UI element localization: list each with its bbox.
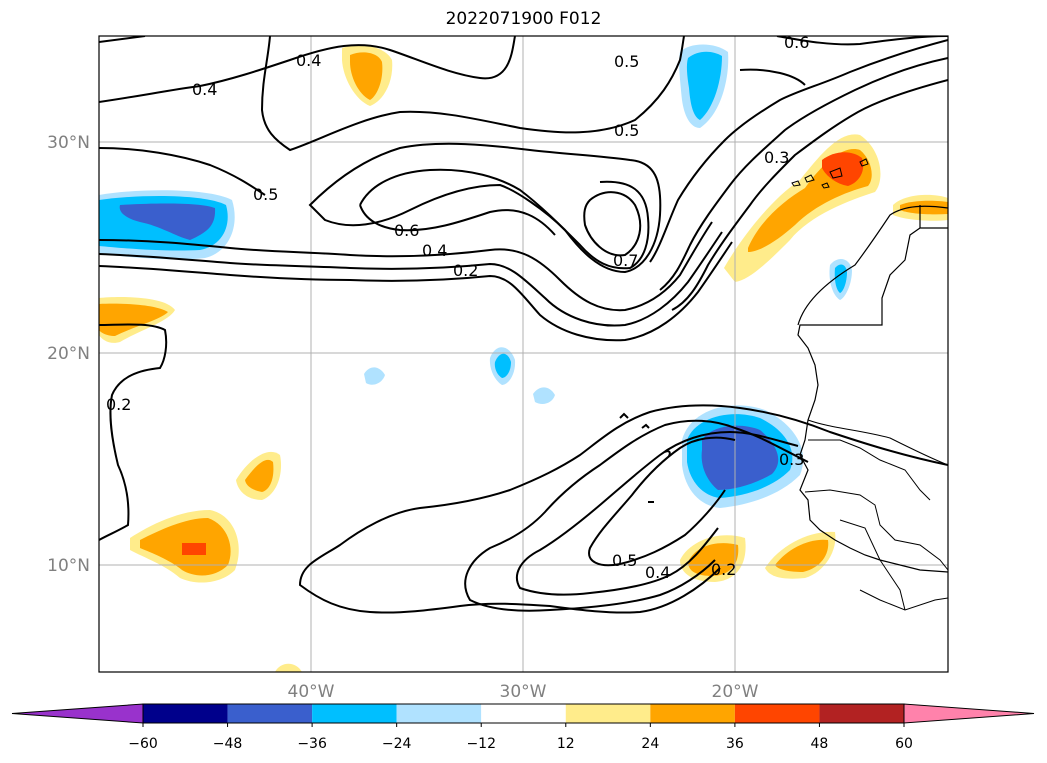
canary-islands bbox=[791, 158, 869, 189]
coastline bbox=[797, 227, 948, 573]
colorbar-tick-label: 60 bbox=[895, 736, 913, 752]
contour-label: 0.4 bbox=[422, 241, 447, 260]
map-title: 2022071900 F012 bbox=[445, 9, 602, 29]
colorbar: −60 −48 −36 −24 −12 12 24 36 48 60 bbox=[11, 703, 1035, 752]
colorbar-tick-label: −36 bbox=[297, 736, 327, 752]
colorbar-segment bbox=[819, 704, 904, 723]
colorbar-tick-label: −12 bbox=[466, 736, 496, 752]
lon-label-40w: 40°W bbox=[288, 682, 335, 702]
contours bbox=[99, 36, 948, 614]
colorbar-segment bbox=[565, 704, 651, 723]
colorbar-tick-label: 12 bbox=[557, 736, 575, 752]
colorbar-extend-high bbox=[903, 703, 1035, 724]
contour-label: 0.2 bbox=[711, 560, 736, 579]
graticule bbox=[99, 36, 948, 672]
lat-label-10n: 10°N bbox=[47, 556, 90, 576]
longitude-labels: 40°W 30°W 20°W bbox=[288, 682, 759, 702]
map-border bbox=[98, 35, 949, 673]
colorbar-border bbox=[142, 703, 905, 724]
contour-label: 0.4 bbox=[296, 51, 321, 70]
contour-label: 0.4 bbox=[192, 80, 217, 99]
contour-label: 0.3 bbox=[779, 450, 804, 469]
colorbar-segment bbox=[227, 704, 313, 723]
country-borders bbox=[804, 419, 948, 611]
contour-label: 0.7 bbox=[613, 251, 638, 270]
colorbar-segment bbox=[650, 704, 735, 723]
shaded-field bbox=[99, 44, 948, 672]
colorbar-tick-label: 36 bbox=[726, 736, 744, 752]
colorbar-segment bbox=[312, 704, 397, 723]
contour-label: 0.2 bbox=[106, 395, 131, 414]
colorbar-segment bbox=[481, 704, 566, 723]
colorbar-segment bbox=[396, 704, 482, 723]
contour-label: 0.4 bbox=[645, 563, 670, 582]
contour-label: 0.3 bbox=[764, 148, 789, 167]
colorbar-tick-label: 48 bbox=[811, 736, 829, 752]
colorbar-tick-label: −60 bbox=[128, 736, 158, 752]
latitude-labels: 30°N 20°N 10°N bbox=[47, 133, 90, 576]
colorbar-extend-low bbox=[11, 703, 144, 724]
colorbar-segment bbox=[143, 704, 228, 723]
contour-label: 0.5 bbox=[612, 551, 637, 570]
contour-label: 0.5 bbox=[253, 185, 278, 204]
colorbar-tick-label: 24 bbox=[641, 736, 659, 752]
lon-label-20w: 20°W bbox=[712, 682, 759, 702]
contour-label: 0.6 bbox=[394, 221, 419, 240]
colorbar-tick-label: −24 bbox=[382, 736, 412, 752]
contour-label: 0.6 bbox=[784, 33, 809, 52]
colorbar-segment bbox=[734, 704, 820, 723]
lat-label-30n: 30°N bbox=[47, 133, 90, 153]
contour-label: 0.2 bbox=[453, 261, 478, 280]
lat-label-20n: 20°N bbox=[47, 344, 90, 364]
colorbar-tick-label: −48 bbox=[213, 736, 243, 752]
contour-label: 0.5 bbox=[614, 52, 639, 71]
contour-label: 0.5 bbox=[614, 121, 639, 140]
lon-label-30w: 30°W bbox=[500, 682, 547, 702]
contour-labels: 0.4 0.4 0.5 0.5 0.5 0.6 0.3 0.6 0.4 0.2 … bbox=[106, 33, 809, 582]
